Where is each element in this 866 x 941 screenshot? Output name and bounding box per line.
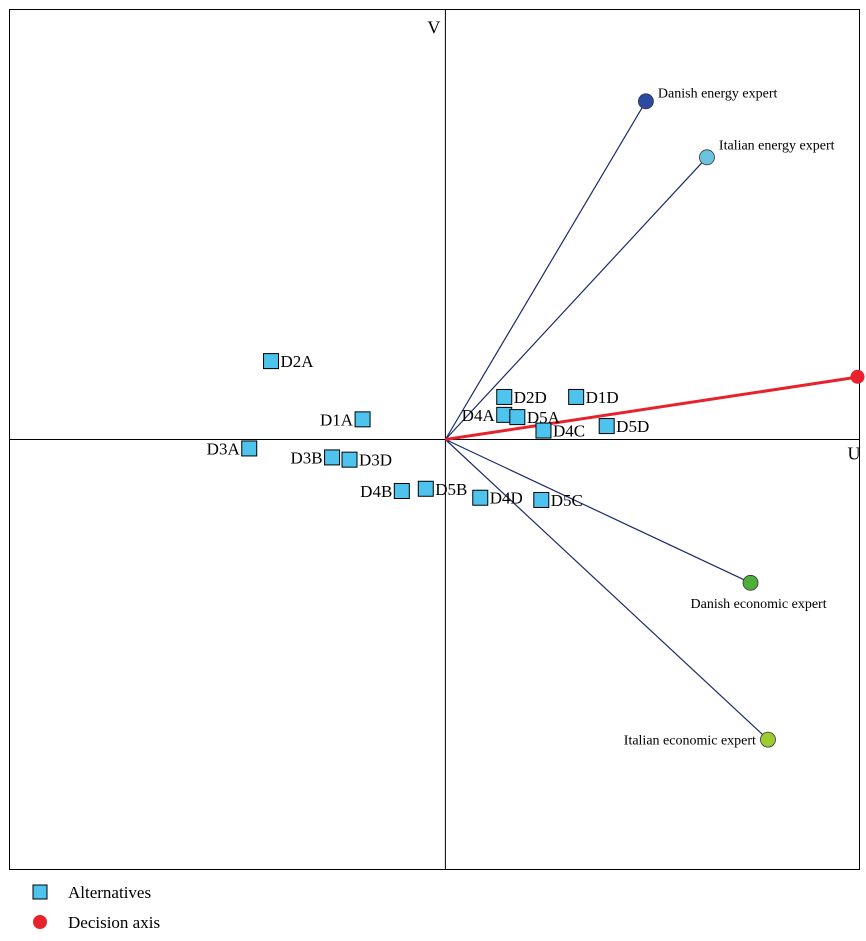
alternative-point [393,483,410,500]
alternative-point [598,418,615,435]
alternative-point [341,451,358,468]
alternative-label: D3B [290,448,322,467]
criterion-label: Danish energy expert [658,86,778,101]
criterion-point [742,574,759,591]
alternative-point [472,489,489,506]
criterion-line [444,101,647,440]
alternative-point [241,440,258,457]
alternative-label: D4D [490,489,523,508]
legend-marker-decision-axis [33,915,47,929]
legend-marker-alternatives [32,884,48,900]
criterion-label: Italian energy expert [719,138,835,153]
criterion-line [445,438,751,584]
alternative-label: D2A [281,352,315,371]
v-axis-label: V [427,18,440,38]
criterion-line [444,156,708,440]
alternative-point [533,491,550,508]
alternative-label: D4C [553,422,585,441]
legend-label: Decision axis [68,913,160,932]
alternative-point [568,388,585,405]
alternative-label: D4A [462,406,496,425]
criterion-label: Danish economic expert [691,597,827,612]
criterion-point [699,149,715,166]
criterion-label: Italian economic expert [624,734,756,749]
alternative-point [263,353,280,370]
alternative-label: D1A [320,410,354,429]
alternative-label: D3A [207,439,241,458]
alternative-label: D1D [586,388,619,407]
alternative-point [535,422,552,439]
decision-axis-point [850,369,865,384]
alternative-point [496,388,513,405]
legend-label: Alternatives [68,883,151,902]
alternative-label: D5C [551,491,583,510]
alternative-point [324,449,341,466]
alternative-label: D3D [359,451,392,470]
criterion-point [760,731,776,748]
criterion-point [638,93,654,110]
criterion-line [444,439,769,741]
decision-axis-line [445,375,860,441]
alternative-label: D4B [360,482,392,501]
alternative-label: D5A [527,408,561,427]
alternative-point [417,480,434,497]
alternative-label: D2D [514,388,547,407]
alternative-point [509,409,526,426]
alternative-point [354,411,371,428]
u-axis-label: U [848,444,861,464]
alternative-label: D5D [616,417,649,436]
alternative-label: D5B [435,480,467,499]
